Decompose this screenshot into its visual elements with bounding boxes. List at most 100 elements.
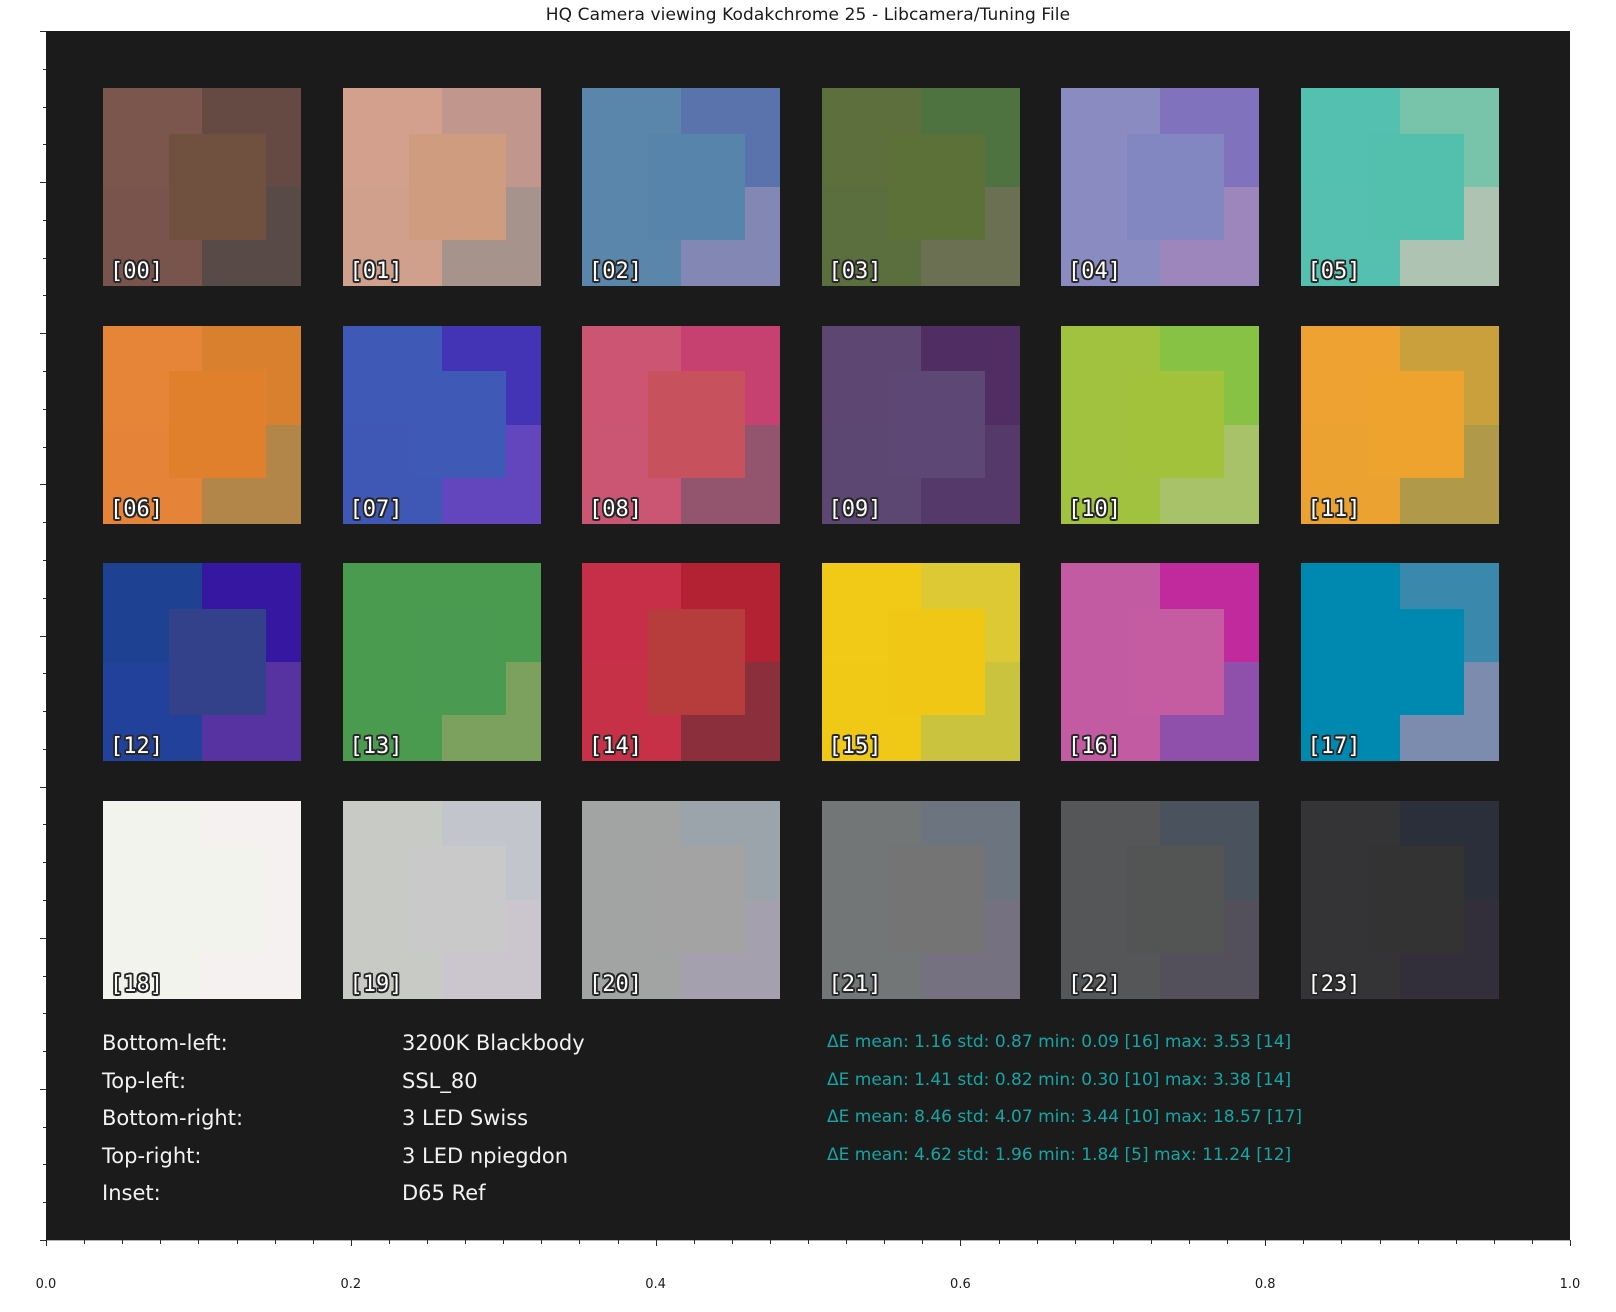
y-tick-minor	[42, 1126, 46, 1128]
legend-key: Bottom-left:	[102, 1031, 228, 1055]
y-tick-mark	[40, 1088, 46, 1090]
patch-label: [17]	[1307, 734, 1361, 759]
reference-inset	[648, 608, 746, 716]
reference-inset	[648, 133, 746, 241]
x-tick-minor	[1303, 1240, 1305, 1244]
y-tick-mark	[40, 786, 46, 788]
x-tick-minor	[388, 1240, 390, 1244]
color-patch: [07]	[342, 325, 541, 524]
reference-inset	[408, 608, 506, 716]
y-tick-minor	[42, 371, 46, 373]
x-tick-minor	[84, 1240, 86, 1244]
legend-value: 3 LED Swiss	[402, 1106, 529, 1130]
y-tick-minor	[42, 68, 46, 70]
patch-label: [14]	[589, 734, 642, 759]
x-tick-minor	[122, 1240, 124, 1244]
x-tick-minor	[808, 1240, 809, 1244]
x-tick-label: 1.0	[1559, 1277, 1581, 1292]
reference-inset	[408, 371, 506, 478]
page-title: HQ Camera viewing Kodakchrome 25 - Libca…	[545, 5, 1071, 25]
color-patch: [21]	[821, 800, 1020, 999]
reference-inset	[169, 133, 267, 241]
y-tick-minor	[42, 1202, 46, 1204]
color-patch: [06]	[103, 325, 301, 524]
reference-inset	[1127, 608, 1225, 716]
x-tick-minor	[846, 1240, 848, 1244]
x-tick-label: 0.6	[950, 1277, 971, 1292]
color-patch: [14]	[582, 563, 780, 761]
x-tick-label: 0.0	[35, 1277, 57, 1292]
reference-inset	[887, 371, 985, 478]
reference-inset	[169, 846, 267, 953]
color-patch: [22]	[1061, 800, 1259, 999]
x-tick-minor	[427, 1240, 428, 1244]
x-tick-label: 0.2	[340, 1277, 362, 1292]
y-tick-minor	[42, 106, 46, 108]
color-patch: [11]	[1300, 325, 1499, 524]
y-tick-mark	[40, 1240, 46, 1241]
legend-key: Top-left:	[102, 1068, 187, 1093]
x-tick-minor	[160, 1240, 162, 1244]
y-tick-minor	[42, 899, 46, 901]
x-tick-mark	[1570, 1240, 1571, 1246]
y-tick-minor	[42, 219, 46, 221]
reference-inset	[1127, 846, 1225, 953]
delta-e-stats: ΔE mean: 4.62 std: 1.96 min: 1.84 [5] ma…	[827, 1144, 1292, 1165]
y-tick-minor	[42, 824, 46, 826]
reference-inset	[1366, 846, 1464, 953]
reference-inset	[887, 608, 985, 716]
patch-label: [21]	[828, 971, 882, 997]
x-tick-minor	[1417, 1240, 1419, 1244]
x-tick-minor	[465, 1240, 467, 1244]
y-tick-minor	[42, 446, 46, 448]
x-tick-minor	[274, 1240, 276, 1244]
legend-value: 3 LED npiegdon	[402, 1143, 569, 1168]
legend-key: Inset:	[102, 1181, 161, 1205]
x-tick-minor	[731, 1240, 733, 1244]
patch-label: [15]	[828, 734, 882, 759]
legend-row: Top-right: 3 LED npiegdon ΔE mean: 4.62 st…	[102, 1144, 1562, 1182]
color-patch: [12]	[103, 563, 301, 761]
reference-inset	[887, 133, 985, 241]
color-patch: [23]	[1300, 800, 1499, 999]
reference-inset	[887, 846, 985, 953]
patch-label: [02]	[589, 259, 642, 284]
patch-label: [22]	[1068, 971, 1121, 997]
color-patch: [13]	[342, 563, 541, 761]
color-patch: [05]	[1300, 88, 1499, 286]
legend-row: Top-left: SSL_80 ΔE mean: 1.41 std: 0.82 m…	[102, 1069, 1562, 1107]
y-tick-minor	[42, 408, 46, 410]
reference-inset	[1127, 371, 1225, 478]
y-tick-minor	[42, 673, 46, 675]
reference-inset	[169, 371, 267, 478]
y-tick-minor	[42, 748, 46, 750]
legend-row: Inset: D65 Ref	[102, 1181, 1562, 1219]
color-patch: [18]	[103, 800, 301, 999]
y-tick-minor	[42, 522, 46, 524]
x-tick-minor	[1379, 1240, 1381, 1244]
reference-inset	[648, 846, 746, 953]
y-tick-minor	[42, 1013, 46, 1015]
legend-value: 3200K Blackbody	[402, 1031, 585, 1055]
reference-inset	[408, 133, 506, 241]
color-patch: [03]	[821, 88, 1020, 286]
patch-label: [04]	[1068, 259, 1121, 284]
y-tick-minor	[42, 257, 46, 259]
delta-e-stats: ΔE mean: 1.16 std: 0.87 min: 0.09 [16] m…	[827, 1032, 1292, 1052]
legend-row: Bottom-left: 3200K Blackbody ΔE mean: 1.16…	[102, 1031, 1562, 1069]
x-tick-minor	[1455, 1240, 1457, 1244]
x-tick-minor	[884, 1240, 886, 1244]
color-patch: [20]	[582, 800, 780, 999]
patch-label: [16]	[1068, 734, 1121, 759]
legend-value: D65 Ref	[402, 1181, 486, 1205]
color-patch: [16]	[1061, 563, 1259, 761]
reference-inset	[408, 846, 506, 953]
x-tick-minor	[1112, 1240, 1114, 1244]
y-tick-minor	[42, 862, 46, 864]
color-patch: [09]	[821, 325, 1020, 524]
x-tick-label: 0.8	[1254, 1277, 1276, 1292]
x-tick-minor	[998, 1240, 1000, 1244]
legend-row: Bottom-right: 3 LED Swiss ΔE mean: 8.46 st…	[102, 1106, 1562, 1144]
color-patch: [15]	[821, 563, 1020, 761]
patch-label: [07]	[349, 496, 403, 522]
